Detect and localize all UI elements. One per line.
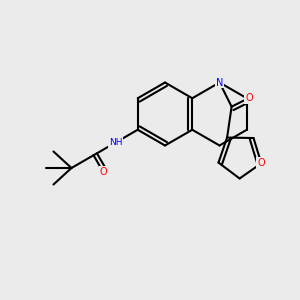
Text: NH: NH [109, 138, 122, 147]
Text: O: O [245, 93, 253, 103]
Text: N: N [216, 77, 223, 88]
Text: O: O [257, 158, 265, 168]
Text: O: O [100, 167, 107, 177]
